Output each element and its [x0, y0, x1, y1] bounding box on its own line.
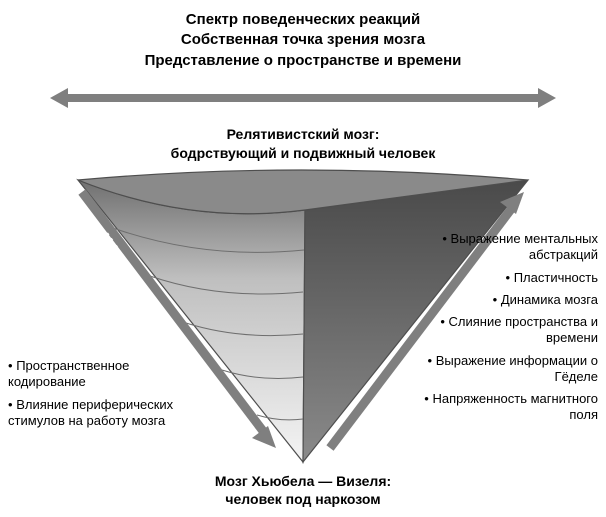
bottom-line-2: человек под наркозом: [0, 490, 606, 508]
bullet-icon: •: [8, 397, 13, 413]
list-item-label: Выражение ментальных абстракций: [451, 231, 598, 262]
label-malo: МАЛО: [98, 230, 138, 278]
subheader-block: Релятивистский мозг: бодрствующий и подв…: [0, 125, 606, 163]
list-item: • Пространственное кодирование: [8, 358, 203, 391]
header-line-3: Представление о пространстве и времени: [0, 51, 606, 71]
bullet-icon: •: [442, 231, 447, 247]
list-item: • Выражение информации о Гёделе: [403, 353, 598, 386]
bullet-icon: •: [493, 292, 498, 308]
list-item: • Пластичность: [403, 270, 598, 286]
subheader-line-1: Релятивистский мозг:: [0, 125, 606, 144]
list-item-label: Выражение информации о Гёделе: [436, 353, 598, 384]
bullet-icon: •: [8, 358, 13, 374]
horizontal-double-arrow: [50, 88, 556, 108]
header-block: Спектр поведенческих реакций Собственная…: [0, 10, 606, 71]
list-item-label: Пространственное кодирование: [8, 358, 129, 389]
bullet-icon: •: [424, 391, 429, 407]
left-bullet-list: • Пространственное кодирование • Влияние…: [8, 352, 203, 429]
list-item: • Слияние пространства и времени: [403, 314, 598, 347]
list-item-label: Слияние пространства и времени: [449, 314, 598, 345]
header-line-2: Собственная точка зрения мозга: [0, 30, 606, 50]
list-item-label: Динамика мозга: [501, 292, 598, 307]
bullet-icon: •: [440, 314, 445, 330]
subheader-line-2: бодрствующий и подвижный человек: [0, 144, 606, 163]
list-item-label: Пластичность: [514, 270, 598, 285]
list-item: • Напряженность магнитного поля: [403, 391, 598, 424]
list-item-label: Напряженность магнитного поля: [432, 391, 598, 422]
list-item: • Динамика мозга: [403, 292, 598, 308]
list-item-label: Влияние периферических стимулов на работ…: [8, 397, 173, 428]
right-bullet-list: • Выражение ментальных абстракций • Плас…: [403, 225, 598, 424]
bullet-icon: •: [506, 270, 511, 286]
list-item: • Влияние периферических стимулов на раб…: [8, 397, 203, 430]
list-item: • Выражение ментальных абстракций: [403, 231, 598, 264]
bottom-label-block: Мозг Хьюбела — Визеля: человек под нарко…: [0, 472, 606, 508]
header-line-1: Спектр поведенческих реакций: [0, 10, 606, 30]
bullet-icon: •: [428, 353, 433, 369]
bottom-line-1: Мозг Хьюбела — Визеля:: [0, 472, 606, 490]
cone-top-rim: [78, 170, 528, 214]
